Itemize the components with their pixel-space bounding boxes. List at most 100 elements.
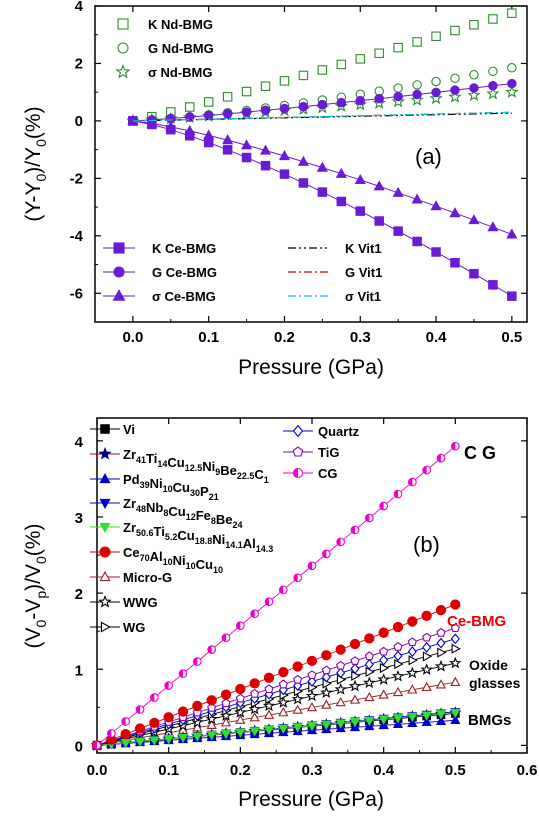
y-tick-label-b: 2 bbox=[75, 586, 83, 603]
data-point-a bbox=[488, 66, 498, 77]
data-point-b bbox=[407, 477, 417, 487]
data-point-b bbox=[149, 736, 160, 746]
series-a-3 bbox=[128, 116, 517, 301]
data-point-b bbox=[378, 689, 389, 699]
data-point-b-half bbox=[222, 633, 226, 642]
legend-label-b: Zr41Ti14Cu12.5Ni9Be22.5C1 bbox=[123, 447, 269, 485]
data-point-b bbox=[278, 684, 288, 696]
data-point-b bbox=[379, 501, 389, 511]
legend-marker-b bbox=[99, 522, 111, 533]
data-point-b bbox=[305, 689, 319, 702]
data-point-b bbox=[120, 738, 131, 749]
data-point-b bbox=[263, 672, 275, 683]
data-point-b bbox=[220, 717, 232, 727]
data-point-b bbox=[207, 645, 217, 654]
data-point-b bbox=[321, 650, 332, 661]
data-point-b bbox=[407, 712, 418, 723]
data-point-b bbox=[250, 609, 260, 619]
legend-label-a: K Vit1 bbox=[345, 241, 382, 256]
data-point-b bbox=[421, 610, 432, 621]
data-point-a bbox=[450, 85, 460, 95]
data-point-b bbox=[364, 716, 375, 727]
data-point-b bbox=[379, 646, 389, 656]
data-point-b bbox=[421, 716, 432, 727]
data-point-a bbox=[222, 92, 233, 102]
data-point-a bbox=[469, 20, 479, 30]
data-point-b bbox=[407, 717, 418, 728]
data-point-a bbox=[222, 134, 234, 145]
data-point-a bbox=[260, 81, 271, 91]
data-point-b bbox=[106, 729, 116, 738]
y-tick-label-a: -6 bbox=[70, 285, 83, 302]
data-point-b bbox=[220, 729, 232, 740]
data-point-b bbox=[235, 728, 246, 738]
data-point-b bbox=[164, 681, 174, 690]
legend-marker-a bbox=[117, 42, 129, 54]
legend-marker-a bbox=[113, 266, 125, 278]
data-point-b bbox=[450, 441, 460, 451]
data-point-b bbox=[120, 728, 131, 740]
data-point-b bbox=[263, 725, 275, 736]
data-point-b bbox=[434, 659, 448, 672]
series-a-5 bbox=[127, 114, 518, 239]
panel-a: 0.0 0.1 0.2 0.3 0.4 0.5 -6 -4 -2 0 2 4 K Nd-BMG G Nd… bbox=[22, 0, 528, 379]
x-tick-label-b: 0.6 bbox=[517, 762, 538, 779]
data-point-b bbox=[221, 698, 231, 708]
data-point-b bbox=[334, 682, 347, 695]
data-point-b bbox=[394, 659, 404, 670]
data-point-a bbox=[298, 70, 309, 81]
data-point-b bbox=[364, 513, 374, 523]
legend-label-b: WG bbox=[123, 620, 145, 635]
y-tick-label-a: -2 bbox=[70, 170, 83, 187]
data-point-b bbox=[321, 671, 331, 683]
data-point-a bbox=[222, 109, 233, 119]
data-point-a bbox=[355, 95, 366, 106]
legend-label-a: G Vit1 bbox=[345, 265, 382, 280]
data-point-a bbox=[469, 83, 479, 93]
data-point-b bbox=[292, 661, 303, 672]
data-point-a bbox=[469, 70, 479, 80]
data-point-b bbox=[293, 573, 303, 583]
data-point-b bbox=[235, 683, 246, 695]
legend-label-b: Zr48Nb8Cu12Fe8Be24 bbox=[123, 496, 243, 530]
x-tick-label-b: 0.2 bbox=[230, 762, 251, 779]
data-point-b-half bbox=[308, 562, 312, 570]
legend-label-b: Micro-G bbox=[123, 570, 172, 585]
data-point-a bbox=[317, 99, 328, 110]
y-axis-title-b: (V0-Vp)/V0(%) bbox=[22, 524, 49, 649]
data-point-b bbox=[335, 644, 346, 655]
data-point-b-half bbox=[408, 478, 413, 486]
data-point-b bbox=[192, 657, 202, 666]
data-point-b bbox=[437, 647, 447, 658]
y-tick-label-b: 4 bbox=[75, 434, 84, 451]
data-point-b bbox=[335, 696, 346, 707]
data-point-a bbox=[486, 86, 500, 100]
data-point-b bbox=[363, 676, 376, 689]
data-point-b bbox=[306, 721, 318, 732]
data-point-b-half bbox=[336, 538, 341, 546]
data-point-b-half bbox=[322, 550, 327, 558]
legend-label-b: CG bbox=[318, 466, 338, 481]
data-point-a bbox=[336, 196, 347, 207]
legend-label-a: σ Ce-BMG bbox=[152, 289, 216, 304]
data-point-a bbox=[506, 228, 518, 239]
data-point-a bbox=[298, 101, 309, 112]
data-point-b bbox=[291, 692, 304, 705]
legend-label-a: σ Nd-BMG bbox=[148, 65, 213, 80]
data-point-a bbox=[450, 73, 460, 83]
data-point-b bbox=[422, 651, 433, 662]
data-point-a bbox=[410, 93, 424, 106]
data-point-b bbox=[421, 711, 432, 721]
data-point-b bbox=[435, 715, 447, 726]
data-point-b-half bbox=[265, 597, 269, 606]
data-point-b bbox=[393, 489, 403, 499]
legend-marker-b bbox=[99, 546, 111, 558]
legend-marker-a bbox=[117, 18, 129, 30]
data-point-b bbox=[364, 633, 375, 644]
data-point-b bbox=[349, 718, 361, 728]
x-tick-label-b: 0.4 bbox=[373, 762, 395, 779]
legend-marker-a bbox=[113, 242, 125, 254]
data-point-b-half bbox=[293, 574, 298, 582]
legend-label-b: Zr50.6Ti5.2Cu18.8Ni14.1Al14.3 bbox=[123, 520, 273, 554]
data-point-a bbox=[448, 89, 462, 103]
